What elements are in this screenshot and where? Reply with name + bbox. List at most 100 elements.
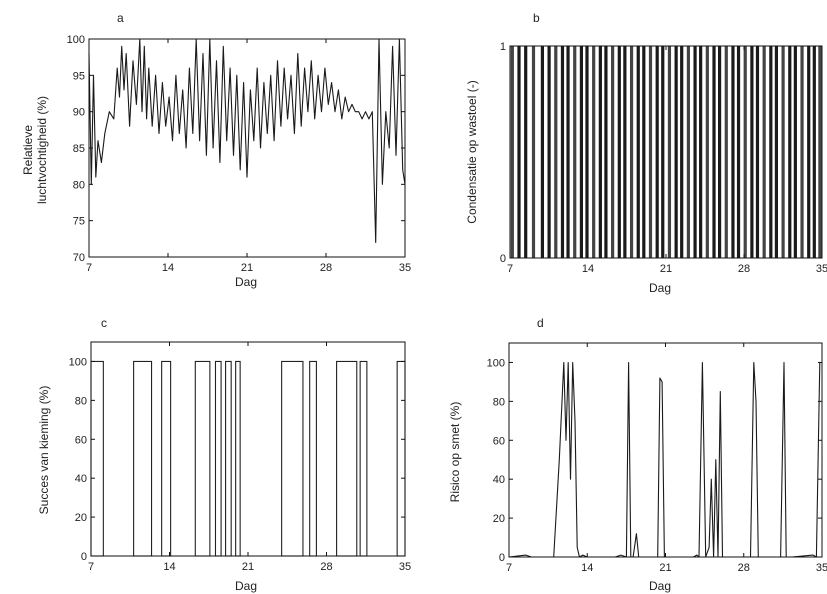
panel-c-bar-7 xyxy=(281,360,304,557)
panel-a-ytick-label-2: 80 xyxy=(73,179,85,191)
panel-b-xtick-label-1: 14 xyxy=(582,263,594,275)
panel-b-bar-18 xyxy=(629,46,634,258)
panel-c-xtick-label-2: 21 xyxy=(242,561,254,573)
panel-d-ytick-label-1: 20 xyxy=(493,513,505,525)
panel-b-bar-31 xyxy=(712,46,716,258)
panel-b-bar-1 xyxy=(517,46,521,258)
panel-a-xtick-label-2: 21 xyxy=(241,262,253,274)
panel-b-bar-36 xyxy=(743,46,747,258)
panel-c-xtick-label-3: 28 xyxy=(320,561,332,573)
panel-b-bar-2 xyxy=(524,46,528,258)
panel-a-xlabel: Dag xyxy=(235,275,257,289)
panel-d-letter: d xyxy=(537,316,544,330)
panel-a-plot: 7 14 21 28 35 70 75 80 85 90 95 100 xyxy=(67,34,411,274)
panel-b-bar-15 xyxy=(611,46,615,258)
panel-b-bar-3 xyxy=(531,46,536,258)
panel-c: c Succes van kieming (%) Dag 7 14 21 28 35 0 2… xyxy=(37,316,411,593)
panel-b-bar-30 xyxy=(705,46,709,258)
panel-b: b Condensatie op wastoel (-) Dag 7 14 21 28… xyxy=(465,11,827,295)
panel-d-xtick-label-4: 35 xyxy=(816,562,827,574)
panel-b-bar-44 xyxy=(793,46,797,258)
panel-b-bar-19 xyxy=(636,46,640,258)
panel-b-xlabel: Dag xyxy=(649,281,671,295)
panel-b-bar-20 xyxy=(642,46,646,258)
panel-b-bar-33 xyxy=(724,46,728,258)
panel-b-bar-41 xyxy=(774,46,779,258)
panel-d-ytick-label-2: 40 xyxy=(493,474,505,486)
panel-b-bar-38 xyxy=(755,46,760,258)
panel-c-bar-3 xyxy=(194,360,211,557)
panel-b-bar-7 xyxy=(560,46,565,258)
panel-c-bar-10 xyxy=(359,360,368,557)
panel-a-ytick-label-3: 85 xyxy=(73,143,85,155)
panel-b-bar-23 xyxy=(661,46,665,258)
panel-b-bar-43 xyxy=(788,46,792,258)
panel-b-bar-37 xyxy=(750,46,754,258)
panel-c-xtick-label-1: 14 xyxy=(163,561,175,573)
panel-b-plot: 7 14 21 28 35 0 1 xyxy=(500,41,827,275)
panel-b-bar-39 xyxy=(762,46,766,258)
panel-c-bar-9 xyxy=(336,360,358,557)
panel-a-xtick-label-4: 35 xyxy=(399,262,411,274)
panel-b-bar-13 xyxy=(598,46,602,258)
panel-b-bar-47 xyxy=(812,46,816,258)
panel-c-ytick-label-0: 0 xyxy=(81,551,87,563)
panel-b-bar-46 xyxy=(807,46,811,258)
panel-d-ytick-label-3: 60 xyxy=(493,435,505,447)
panel-a-letter: a xyxy=(117,11,124,25)
panel-d: d Risico op smet (%) Dag 7 14 21 28 35 0 20 40 6… xyxy=(448,316,827,593)
panel-d-ylabel: Risico op smet (%) xyxy=(448,402,462,503)
panel-b-bar-34 xyxy=(731,46,735,258)
panel-a-ytick-label-5: 95 xyxy=(73,70,85,82)
panel-b-xtick-label-3: 28 xyxy=(738,263,750,275)
panel-a-xtick-label-3: 28 xyxy=(320,262,332,274)
panel-b-xtick-label-2: 21 xyxy=(660,263,672,275)
panel-a-ylabel-line-1: Relatieve xyxy=(21,125,35,175)
panel-b-bar-40 xyxy=(769,46,773,258)
panel-b-bar-27 xyxy=(686,46,690,258)
panel-c-bar-6 xyxy=(235,360,241,557)
panel-b-bar-26 xyxy=(680,46,684,258)
panel-b-bar-12 xyxy=(592,46,596,258)
panel-c-bar-0 xyxy=(90,360,104,557)
panel-c-letter: c xyxy=(101,316,107,330)
panel-b-bar-6 xyxy=(554,46,558,258)
panel-b-bar-35 xyxy=(736,46,741,258)
panel-d-series-line xyxy=(508,361,822,558)
panel-b-bar-14 xyxy=(604,46,608,258)
panel-c-bar-4 xyxy=(214,360,222,557)
panel-c-xlabel: Dag xyxy=(235,579,257,593)
panel-a-series-line xyxy=(88,38,406,244)
panel-b-bar-10 xyxy=(579,46,584,258)
panel-b-ylabel: Condensatie op wastoel (-) xyxy=(465,80,479,223)
panel-d-xlabel: Dag xyxy=(649,579,671,593)
panel-b-bar-17 xyxy=(623,46,627,258)
panel-c-ytick-label-1: 20 xyxy=(75,512,87,524)
panel-d-ytick-label-4: 80 xyxy=(493,396,505,408)
panel-b-bar-22 xyxy=(655,46,659,258)
panel-a-xtick-label-0: 7 xyxy=(86,262,92,274)
panel-d-xtick-label-3: 28 xyxy=(738,562,750,574)
panel-b-xtick-label-4: 35 xyxy=(816,263,827,275)
panel-b-ytick-label-0: 0 xyxy=(500,253,506,265)
panel-a-ytick-label-4: 90 xyxy=(73,107,85,119)
panel-b-bar-42 xyxy=(781,46,785,258)
panel-c-ytick-label-2: 40 xyxy=(75,473,87,485)
panel-a-ytick-label-0: 70 xyxy=(73,252,85,264)
panel-b-bar-21 xyxy=(648,46,653,258)
panel-b-bar-29 xyxy=(699,46,703,258)
panel-b-bar-4 xyxy=(540,46,545,258)
panel-a-axes-frame xyxy=(88,38,406,258)
panel-c-ytick-label-4: 80 xyxy=(75,395,87,407)
panel-c-xtick-label-0: 7 xyxy=(88,561,94,573)
panel-b-bar-28 xyxy=(693,46,697,258)
panel-d-xtick-label-1: 14 xyxy=(581,562,593,574)
panel-c-axes-frame xyxy=(90,341,406,557)
panel-a: a Relatieve luchtvochtigheid (%) Dag 7 14… xyxy=(21,11,411,289)
panel-c-bar-1 xyxy=(133,360,153,557)
panel-c-ylabel: Succes van kieming (%) xyxy=(37,386,51,515)
panel-b-bar-16 xyxy=(617,46,621,258)
panel-b-bar-11 xyxy=(585,46,589,258)
panel-c-bar-5 xyxy=(225,360,232,557)
